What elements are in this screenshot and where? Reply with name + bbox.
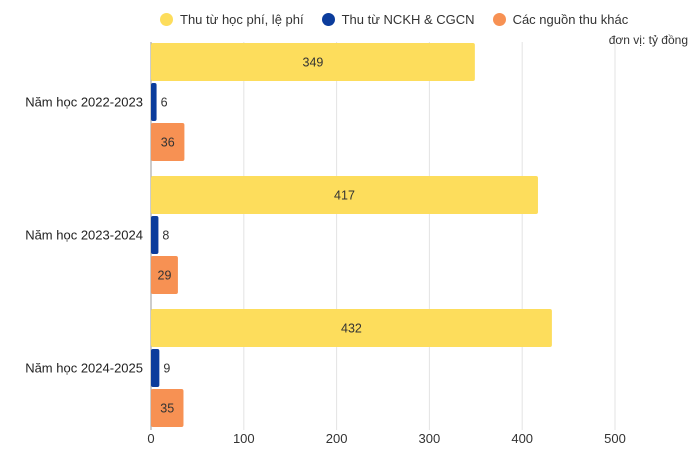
data-label-research-0: 6 <box>161 96 168 110</box>
legend-label-other: Các nguồn thu khác <box>512 12 629 27</box>
x-axis: 0 100 200 300 400 500 <box>147 431 625 446</box>
x-tick-label: 500 <box>604 431 626 446</box>
bars <box>151 43 552 427</box>
bar-tuition-0 <box>151 43 475 81</box>
category-labels: Năm học 2022-2023 Năm học 2023-2024 Năm họ… <box>25 95 143 376</box>
legend-item-other: Các nguồn thu khác <box>492 12 629 27</box>
legend-swatch-tuition <box>160 13 173 26</box>
legend-swatch-other <box>492 13 506 26</box>
category-label-2: Năm học 2024-2025 <box>25 361 143 376</box>
x-tick-label: 100 <box>233 431 255 446</box>
category-label-0: Năm học 2022-2023 <box>25 95 143 110</box>
x-tick-label: 200 <box>326 431 348 446</box>
x-tick-label: 400 <box>511 431 533 446</box>
legend-item-tuition: Thu từ học phí, lệ phí <box>160 12 304 27</box>
legend-item-research: Thu từ NCKH & CGCN <box>321 12 475 27</box>
bar-other-0 <box>151 123 185 161</box>
data-label-other-2: 35 <box>160 402 174 416</box>
data-label-tuition-2: 432 <box>341 322 362 336</box>
bar-research-1 <box>151 216 159 254</box>
category-label-1: Năm học 2023-2024 <box>25 228 143 243</box>
legend-label-research: Thu từ NCKH & CGCN <box>341 12 475 27</box>
x-tick-label: 0 <box>147 431 154 446</box>
bar-other-2 <box>151 389 184 427</box>
bar-tuition-2 <box>151 309 552 347</box>
legend-swatch-research <box>321 13 335 26</box>
data-label-tuition-0: 349 <box>303 56 324 70</box>
data-labels: 349 6 36 417 8 29 432 9 35 <box>158 56 362 416</box>
data-label-research-2: 9 <box>163 362 170 376</box>
data-label-other-0: 36 <box>161 136 175 150</box>
bar-tuition-1 <box>151 176 538 214</box>
bar-other-1 <box>151 256 178 294</box>
legend-label-tuition: Thu từ học phí, lệ phí <box>180 12 304 27</box>
bar-research-0 <box>151 83 157 121</box>
bar-research-2 <box>151 349 160 387</box>
data-label-research-1: 8 <box>162 229 169 243</box>
data-label-tuition-1: 417 <box>334 189 355 203</box>
x-tick-label: 300 <box>419 431 441 446</box>
data-label-other-1: 29 <box>158 269 172 283</box>
unit-label: đơn vị: tỷ đồng <box>608 33 688 47</box>
grid-lines <box>150 42 616 430</box>
chart-legend: Thu từ học phí, lệ phí Thu từ NCKH & CGC… <box>160 12 628 27</box>
